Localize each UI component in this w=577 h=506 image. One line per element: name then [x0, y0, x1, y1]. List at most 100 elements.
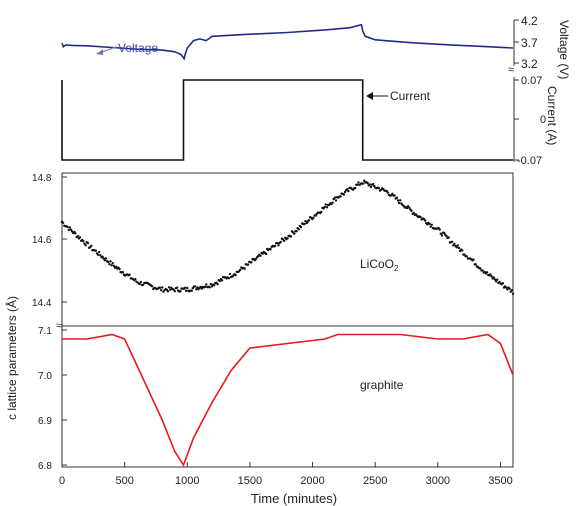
- licoo2-point: [356, 183, 359, 186]
- licoo2-label: LiCoO2: [360, 257, 399, 273]
- licoo2-point: [94, 249, 98, 252]
- licoo2-point: [508, 287, 511, 290]
- licoo2-point: [84, 244, 87, 247]
- licoo2-point: [234, 273, 237, 277]
- licoo2-point: [67, 228, 71, 232]
- licoo2-point: [195, 288, 198, 291]
- licoo2-point: [227, 277, 231, 280]
- licoo2-point: [299, 225, 303, 229]
- licoo2-point: [90, 244, 93, 247]
- graphite-tick-label-69: 6.9: [38, 416, 52, 427]
- licoo2-point: [363, 179, 366, 182]
- current-tick-label-zero: 0: [540, 114, 546, 126]
- voltage-annotation-arrowhead: [96, 49, 103, 55]
- licoo2-point: [264, 252, 268, 256]
- licoo2-point: [445, 234, 448, 238]
- licoo2-point: [142, 283, 145, 286]
- licoo2-point: [286, 237, 289, 240]
- licoo2-point: [107, 260, 110, 264]
- licoo2-tick-label-144: 14.4: [32, 298, 52, 309]
- current-panel: Current 0.07 0 -0.07 Current (A): [61, 75, 559, 167]
- licoo2-point: [151, 285, 154, 288]
- licoo2-point: [393, 194, 396, 197]
- licoo2-point: [304, 219, 307, 223]
- x-tick-label-3000: 3000: [426, 475, 450, 487]
- licoo2-point: [429, 225, 432, 228]
- licoo2-point: [453, 242, 456, 245]
- graphite-tick-label-68: 6.8: [38, 461, 52, 472]
- licoo2-point: [479, 267, 482, 270]
- licoo2-point: [173, 290, 176, 293]
- licoo2-point: [368, 183, 371, 186]
- graphite-tick-label-71: 7.1: [38, 326, 52, 337]
- graphite-panel: graphite 7.1 7.0 6.9 6.8: [38, 326, 514, 472]
- current-axis-label: Current (A): [545, 86, 559, 145]
- licoo2-point: [138, 282, 141, 286]
- licoo2-point: [118, 267, 121, 271]
- left-axis-break-mark: ≈: [56, 320, 62, 332]
- licoo2-point: [199, 285, 202, 289]
- licoo2-point: [324, 203, 327, 206]
- licoo2-point: [440, 234, 444, 237]
- licoo2-point: [408, 206, 411, 209]
- licoo2-point: [160, 289, 163, 292]
- lattice-frame: ≈ c lattice parameters (Å): [4, 172, 514, 468]
- licoo2-point: [99, 254, 102, 257]
- licoo2-panel: LiCoO2 14.8 14.6 14.4: [32, 173, 515, 309]
- x-tick-label-1000: 1000: [175, 475, 199, 487]
- licoo2-point: [357, 181, 360, 184]
- licoo2-point: [110, 264, 113, 267]
- licoo2-point: [82, 240, 85, 243]
- licoo2-point: [430, 223, 433, 226]
- licoo2-point: [104, 257, 108, 260]
- licoo2-point: [204, 285, 207, 288]
- licoo2-point: [490, 275, 493, 278]
- licoo2-point: [282, 239, 286, 243]
- x-tick-label-2500: 2500: [363, 475, 387, 487]
- licoo2-point: [297, 228, 300, 231]
- licoo2-point: [216, 282, 219, 286]
- licoo2-point: [112, 264, 116, 268]
- licoo2-point: [455, 246, 458, 249]
- licoo2-point: [259, 254, 262, 257]
- licoo2-point: [179, 289, 182, 293]
- licoo2-point: [69, 228, 73, 231]
- licoo2-point: [210, 285, 214, 288]
- licoo2-point: [303, 222, 306, 226]
- licoo2-point: [205, 283, 208, 286]
- licoo2-point: [369, 185, 373, 189]
- licoo2-point: [289, 235, 293, 238]
- licoo2-point: [193, 285, 197, 288]
- licoo2-point: [66, 225, 69, 229]
- licoo2-point: [343, 190, 347, 194]
- licoo2-point: [102, 257, 105, 260]
- licoo2-point: [111, 262, 114, 265]
- voltage-tick-label-32: 3.2: [521, 57, 538, 71]
- licoo2-point: [139, 280, 143, 284]
- licoo2-point: [510, 289, 514, 292]
- voltage-axis-label: Voltage (V): [557, 20, 571, 79]
- licoo2-point: [293, 232, 296, 235]
- licoo2-point: [183, 286, 187, 289]
- licoo2-point: [103, 259, 107, 262]
- licoo2-point: [273, 244, 277, 248]
- licoo2-point: [410, 209, 413, 212]
- licoo2-point: [158, 286, 162, 289]
- licoo2-point: [61, 221, 65, 224]
- licoo2-point: [481, 269, 484, 272]
- licoo2-point: [396, 199, 400, 202]
- licoo2-point: [209, 283, 212, 286]
- licoo2-point: [377, 186, 380, 190]
- licoo2-point: [213, 284, 216, 287]
- licoo2-point: [121, 271, 125, 274]
- current-annotation: Current: [390, 89, 431, 103]
- licoo2-point: [402, 204, 405, 208]
- licoo2-point: [496, 278, 499, 281]
- licoo2-point: [372, 182, 375, 186]
- licoo2-point: [86, 241, 90, 245]
- x-tick-label-2000: 2000: [300, 475, 324, 487]
- licoo2-point: [465, 255, 468, 258]
- licoo2-point: [439, 232, 442, 235]
- licoo2-point: [457, 246, 461, 250]
- licoo2-point: [361, 182, 365, 185]
